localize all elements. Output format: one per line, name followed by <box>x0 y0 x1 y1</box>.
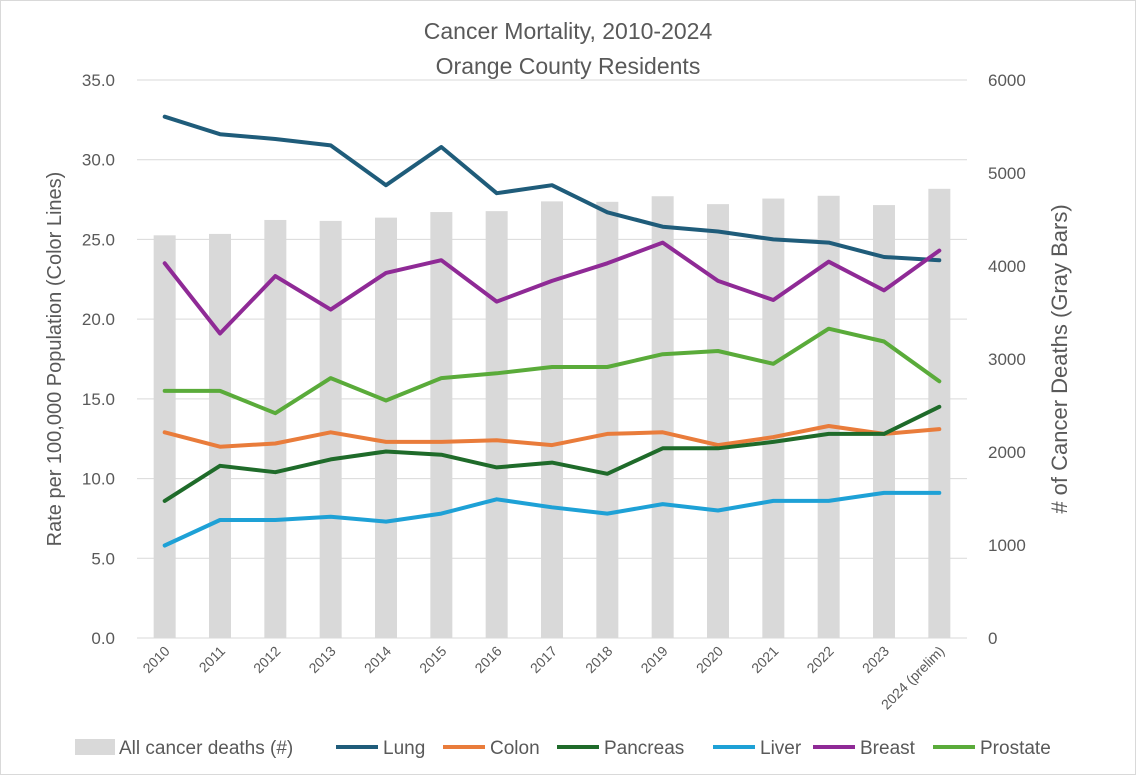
bar <box>430 212 453 638</box>
bar <box>817 195 840 638</box>
x-tick-label: 2017 <box>527 643 560 676</box>
right-tick-label: 4000 <box>988 257 1026 276</box>
legend-label: Prostate <box>980 738 1051 759</box>
x-tick-label: 2015 <box>416 643 449 676</box>
series-line-colon <box>162 424 942 449</box>
series-line-breast <box>162 240 942 336</box>
x-tick-label: 2019 <box>637 643 670 676</box>
legend-swatch-bar <box>75 739 115 755</box>
series-line-pancreas <box>162 404 942 503</box>
x-tick-label: 2018 <box>582 643 615 676</box>
legend-label: Liver <box>760 738 802 759</box>
right-tick-label: 5000 <box>988 164 1026 183</box>
bar <box>485 211 508 638</box>
left-tick-label: 20.0 <box>82 310 115 329</box>
bar <box>762 198 785 638</box>
x-tick-label: 2014 <box>361 643 394 676</box>
x-tick-label: 2012 <box>250 643 283 676</box>
series-line-liver <box>162 490 942 548</box>
bar <box>928 188 951 638</box>
bar <box>319 220 342 638</box>
bar-series <box>153 188 951 639</box>
right-tick-label: 1000 <box>988 536 1026 555</box>
left-tick-label: 10.0 <box>82 470 115 489</box>
left-tick-label: 30.0 <box>82 151 115 170</box>
bar <box>873 205 895 638</box>
left-tick-label: 0.0 <box>91 629 115 648</box>
right-tick-label: 3000 <box>988 350 1026 369</box>
bar <box>209 233 231 639</box>
bar <box>651 196 674 638</box>
x-tick-label: 2021 <box>748 643 781 676</box>
x-tick-label: 2011 <box>196 643 229 676</box>
legend: All cancer deaths (#) Lung Colon Pancreas Li… <box>75 738 1051 759</box>
legend-label: Colon <box>490 738 540 759</box>
left-tick-label: 35.0 <box>82 71 115 90</box>
chart-subtitle: Orange County Residents <box>436 53 701 79</box>
x-tick-label: 2013 <box>305 643 338 676</box>
x-tick-label: 2022 <box>803 643 836 676</box>
bar <box>596 201 619 638</box>
legend-label: All cancer deaths (#) <box>119 738 293 759</box>
legend-label: Breast <box>860 738 916 759</box>
x-tick-label: 2016 <box>471 643 504 676</box>
right-axis-title: # of Cancer Deaths (Gray Bars) <box>1047 204 1072 513</box>
bar <box>375 217 397 638</box>
legend-label: Pancreas <box>604 738 684 759</box>
left-tick-label: 15.0 <box>82 390 115 409</box>
left-axis-title: Rate per 100,000 Population (Color Lines… <box>44 172 66 547</box>
bar <box>264 219 287 638</box>
chart-title: Cancer Mortality, 2010-2024 <box>424 18 713 44</box>
series-line-prostate <box>162 326 942 416</box>
right-tick-label: 2000 <box>988 443 1026 462</box>
line-series <box>162 114 942 548</box>
x-tick-label: 2010 <box>139 643 172 676</box>
left-tick-label: 25.0 <box>82 230 115 249</box>
bar <box>153 235 176 638</box>
bar <box>707 204 729 638</box>
right-tick-label: 0 <box>988 629 997 648</box>
series-line-lung <box>162 114 942 263</box>
right-tick-label: 6000 <box>988 71 1026 90</box>
legend-label: Lung <box>383 738 425 759</box>
x-tick-label: 2023 <box>859 643 892 676</box>
x-tick-label: 2020 <box>693 643 726 676</box>
bar <box>541 201 563 639</box>
left-tick-label: 5.0 <box>91 549 115 568</box>
